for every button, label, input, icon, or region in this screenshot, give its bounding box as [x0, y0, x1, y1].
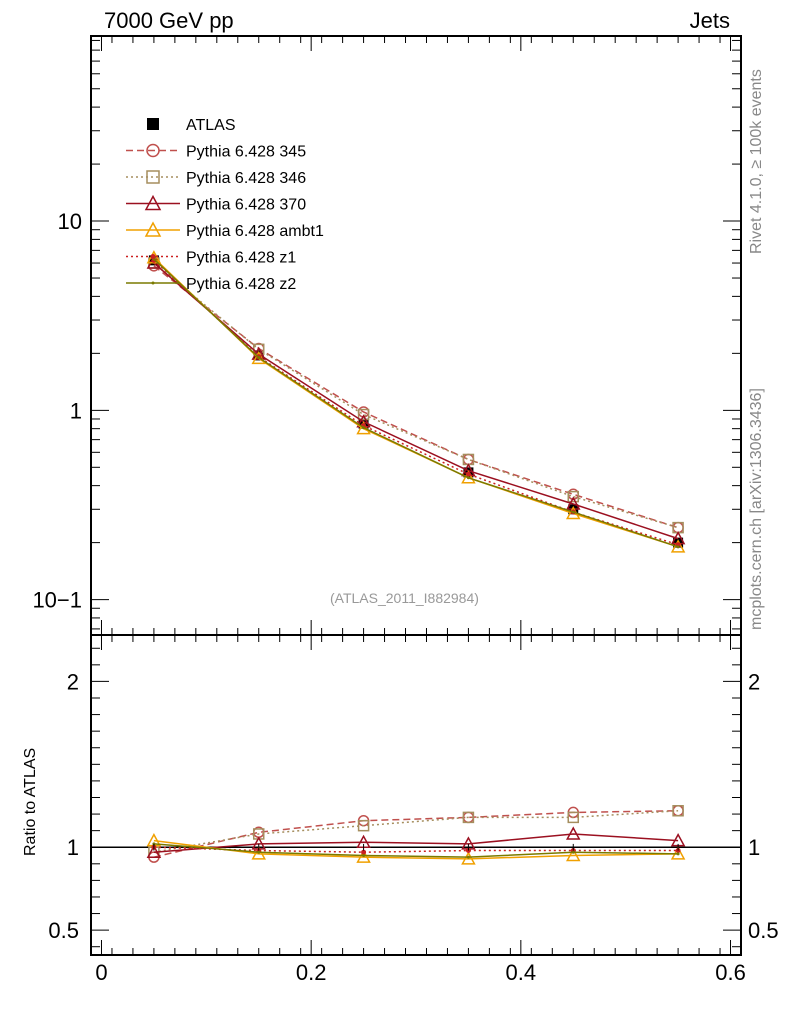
- legend-label-atlas: ATLAS: [186, 117, 236, 134]
- ratio-y-tick-label: 2: [67, 669, 79, 694]
- ratio-point-pythia-6-428-z2: [466, 855, 470, 859]
- series-line-pythia-6-428-z1: [153, 259, 679, 546]
- series-line-pythia-6-428-345: [153, 265, 679, 529]
- x-tick-label: 0.2: [296, 960, 327, 985]
- legend-marker-pythia-6-428-z1: [150, 254, 156, 259]
- analysis-watermark: (ATLAS_2011_I882984): [330, 590, 479, 606]
- ratio-y-tick-label-right: 1: [748, 835, 760, 860]
- ratio-point-pythia-6-428-ambt1: [251, 846, 267, 860]
- side-mcplots-label: mcplots.cern.ch [arXiv:1306.3436]: [748, 388, 765, 630]
- data-point-pythia-6-428-z2: [257, 356, 261, 360]
- ratio-line-pythia-6-428-370: [153, 833, 679, 853]
- ratio-y-tick-label: 0.5: [48, 918, 79, 943]
- ratio-point-pythia-6-428-z2: [257, 850, 261, 854]
- ratio-frame: [90, 634, 742, 956]
- legend-label-pythia-6-428-z2: Pythia 6.428 z2: [186, 276, 296, 293]
- ratio-point-pythia-6-428-z2: [676, 852, 680, 856]
- data-point-pythia-6-428-z2: [676, 545, 680, 549]
- ratio-line-pythia-6-428-ambt1: [153, 839, 679, 860]
- main-panel: 10−1 1 10: [32, 35, 742, 955]
- ratio-point-pythia-6-428-z2: [571, 850, 575, 854]
- ratio-point-pythia-6-428-346: [567, 811, 580, 824]
- legend-label-pythia-6-428-345: Pythia 6.428 345: [186, 144, 306, 161]
- series-line-pythia-6-428-ambt1: [153, 257, 679, 548]
- x-tick-label: 0.6: [715, 960, 746, 985]
- data-point-pythia-6-428-z2: [362, 426, 366, 430]
- ratio-line-pythia-6-428-z2: [153, 843, 679, 858]
- ratio-line-pythia-6-428-345: [153, 810, 679, 858]
- x-tick-label: 0: [95, 960, 107, 985]
- data-point-pythia-6-428-ambt1: [461, 470, 476, 484]
- y-tick-label: 1: [70, 398, 82, 423]
- legend-marker-pythia-6-428-345: [146, 143, 160, 158]
- ratio-point-pythia-6-428-346: [672, 805, 684, 817]
- ratio-panel: 0 0.2 0.4 0.60.5 0.51 12 2: [48, 634, 779, 985]
- header-energy: 7000 GeV pp: [104, 8, 234, 33]
- y-tick-label: 10−1: [32, 588, 82, 613]
- ratio-line-pythia-6-428-z1: [153, 846, 679, 853]
- y-tick-label: 10: [58, 209, 82, 234]
- side-rivet-label: Rivet 4.1.0, ≥ 100k events: [748, 69, 765, 254]
- header-category: Jets: [689, 8, 730, 33]
- ratio-point-pythia-6-428-z2: [362, 854, 366, 858]
- ratio-point-pythia-6-428-370: [565, 826, 581, 840]
- series-line-pythia-6-428-370: [153, 262, 679, 540]
- ratio-y-tick-label-right: 2: [748, 669, 760, 694]
- legend-label-pythia-6-428-z1: Pythia 6.428 z1: [186, 250, 296, 267]
- ratio-point-pythia-6-428-346: [462, 811, 475, 824]
- legend-marker-pythia-6-428-370: [144, 194, 162, 211]
- data-point-pythia-6-428-ambt1: [356, 421, 371, 435]
- legend-marker-pythia-6-428-z2: [151, 281, 155, 285]
- data-point-pythia-6-428-346: [567, 490, 580, 503]
- series-line-pythia-6-428-z2: [153, 258, 679, 548]
- ratio-y-tick-label-right: 0.5: [748, 918, 779, 943]
- legend-label-pythia-6-428-ambt1: Pythia 6.428 ambt1: [186, 223, 324, 240]
- ratio-point-pythia-6-428-370: [146, 844, 162, 858]
- series-line-pythia-6-428-346: [153, 262, 679, 529]
- x-tick-label: 0.4: [506, 960, 537, 985]
- ratio-point-pythia-6-428-ambt1: [565, 847, 581, 862]
- ratio-point-pythia-6-428-ambt1: [356, 849, 371, 863]
- data-point-pythia-6-428-346: [357, 408, 370, 421]
- legend-label-pythia-6-428-346: Pythia 6.428 346: [186, 170, 306, 187]
- legend-label-pythia-6-428-370: Pythia 6.428 370: [186, 197, 306, 214]
- data-point-pythia-6-428-345: [462, 453, 475, 466]
- data-point-pythia-6-428-z1: [465, 471, 471, 477]
- legend-marker-pythia-6-428-346: [146, 170, 160, 184]
- data-point-pythia-6-428-z2: [571, 510, 575, 514]
- legend-marker-pythia-6-428-ambt1: [144, 221, 162, 237]
- ratio-y-axis-label: Ratio to ATLAS: [22, 747, 39, 856]
- legend: ATLAS Pythia 6.428 345 Pythia 6.428 346 Pyt…: [126, 117, 324, 293]
- ratio-y-tick-label: 1: [67, 835, 79, 860]
- ratio-point-pythia-6-428-z1: [361, 849, 367, 855]
- ratio-point-pythia-6-428-346: [357, 819, 370, 832]
- data-point-pythia-6-428-z2: [466, 476, 470, 480]
- legend-marker-atlas: [147, 118, 159, 130]
- ratio-point-pythia-6-428-ambt1: [461, 851, 476, 865]
